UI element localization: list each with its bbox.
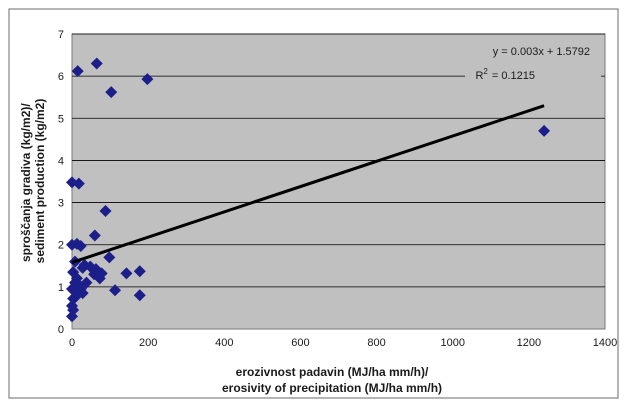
x-tick-label: 1400: [593, 337, 617, 349]
data-point: [66, 310, 78, 323]
x-tick-label: 1000: [440, 337, 464, 349]
y-tick-label: 4: [58, 155, 64, 167]
y-axis-title-line-2: sediment production (kg/m2): [33, 99, 47, 264]
r-squared-value: = 0.1215: [492, 70, 535, 82]
data-point: [538, 124, 551, 137]
data-point: [133, 265, 146, 278]
r-squared-label: R2 = 0.1215: [475, 67, 535, 82]
data-point: [88, 229, 101, 242]
data-point: [141, 73, 154, 86]
y-tick-label: 0: [58, 324, 64, 336]
r-squared-symbol: R: [475, 70, 483, 82]
r-squared-exponent: 2: [483, 67, 488, 76]
data-point: [99, 205, 112, 217]
data-point: [93, 272, 106, 285]
data-point: [71, 65, 84, 78]
y-axis-ticks: 0 1 2 3 4 5 6 7: [58, 29, 64, 336]
data-point: [72, 177, 85, 190]
data-points: [66, 57, 551, 323]
y-tick-label: 7: [58, 29, 64, 41]
y-axis-title: sproščanja gradiva (kg/m2)/ sediment pro…: [19, 99, 47, 264]
x-axis-ticks: 0 200 400 600 800 1000 1200 1400: [69, 337, 617, 349]
trendline-annotation-box: [465, 38, 601, 92]
trendline-equation: y = 0.003x + 1.5792: [493, 46, 590, 58]
x-axis-title-line-2: erosivity of precipitation (MJ/ha mm/h): [222, 381, 442, 395]
x-tick-label: 600: [291, 337, 309, 349]
y-tick-label: 6: [58, 71, 64, 83]
data-point: [103, 251, 116, 264]
data-point: [70, 289, 83, 302]
x-tick-label: 0: [69, 337, 75, 349]
data-point: [76, 261, 89, 274]
data-point: [74, 239, 87, 252]
x-tick-label: 200: [139, 337, 157, 349]
data-point: [90, 57, 103, 70]
x-tick-label: 800: [367, 337, 385, 349]
y-tick-label: 5: [58, 113, 64, 125]
trendline: [71, 104, 545, 264]
y-tick-label: 1: [58, 282, 64, 294]
x-tick-label: 400: [215, 337, 233, 349]
y-tick-label: 3: [58, 198, 64, 210]
data-point: [105, 86, 118, 99]
data-point: [120, 267, 133, 280]
x-tick-label: 1200: [517, 337, 541, 349]
gridlines: [72, 33, 605, 288]
x-axis-title-line-1: erozivnost padavin (MJ/ha mm/h)/: [236, 365, 429, 379]
data-point: [109, 284, 122, 297]
y-tick-label: 2: [58, 240, 64, 252]
y-axis-title-line-1: sproščanja gradiva (kg/m2)/: [19, 103, 33, 262]
data-point: [133, 289, 146, 302]
